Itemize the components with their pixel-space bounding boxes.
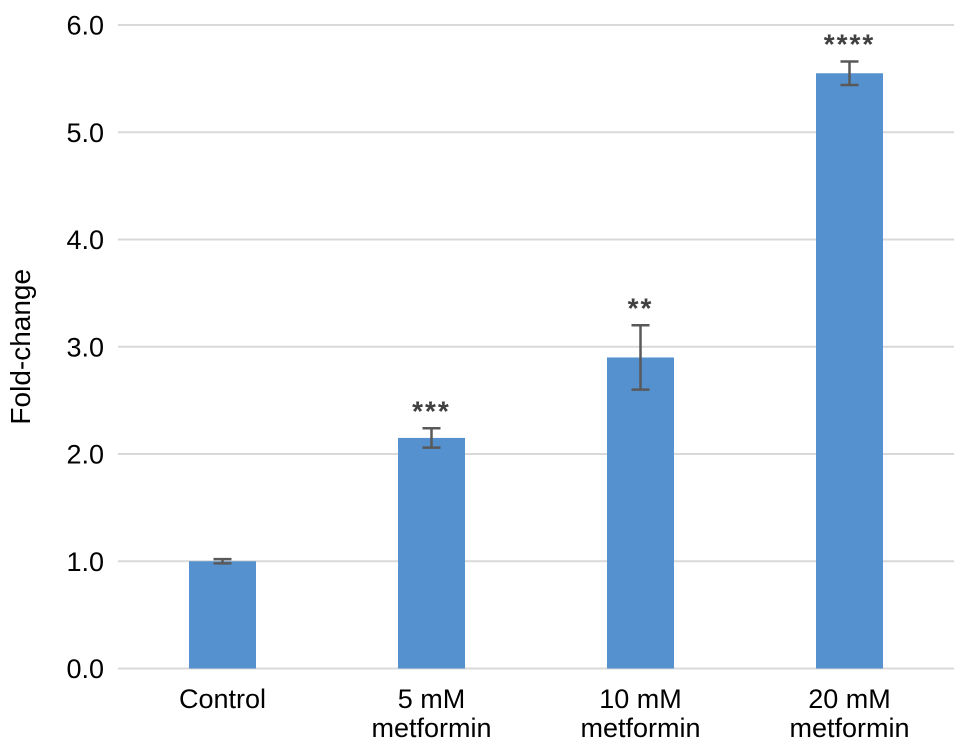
error-bar-10-mm-metformin <box>631 324 650 391</box>
x-category-label: Control <box>179 684 266 714</box>
bar-20-mm-metformin <box>816 73 883 669</box>
bar-control <box>189 561 256 669</box>
error-bar-5-mm-metformin <box>422 427 441 449</box>
bars <box>189 73 883 669</box>
significance-markers: ********* <box>412 28 876 426</box>
y-tick-label: 3.0 <box>66 332 104 362</box>
bar-5-mm-metformin <box>398 437 465 669</box>
y-axis-ticks: 0.0 1.0 2.0 3.0 4.0 5.0 6.0 <box>66 11 104 685</box>
x-category-label: 5 mM metformin <box>371 684 491 743</box>
y-tick-label: 0.0 <box>66 654 104 684</box>
significance-label: ** <box>628 292 654 323</box>
y-axis-label: Fold-change <box>5 269 36 425</box>
error-bars <box>213 60 859 565</box>
y-tick-label: 4.0 <box>66 225 104 255</box>
x-category-label: 20 mM metformin <box>789 684 909 743</box>
error-bar-control <box>213 557 232 565</box>
x-axis-labels: Control 5 mM metformin 10 mM metformin 20 mM m… <box>179 684 910 743</box>
bar-10-mm-metformin <box>607 357 674 669</box>
significance-label: *** <box>412 395 451 426</box>
y-tick-label: 5.0 <box>66 118 104 148</box>
gridlines <box>118 24 954 670</box>
x-category-label: 10 mM metformin <box>580 684 700 743</box>
significance-label: **** <box>824 28 876 59</box>
y-tick-label: 1.0 <box>66 547 104 577</box>
error-bar-20-mm-metformin <box>840 60 859 87</box>
y-tick-label: 2.0 <box>66 440 104 470</box>
y-tick-label: 6.0 <box>66 11 104 41</box>
